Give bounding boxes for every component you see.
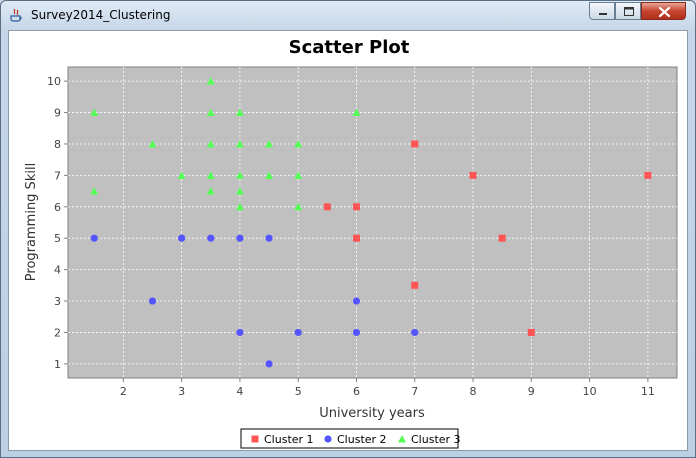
x-tick-label: 2 — [120, 385, 127, 398]
y-tick-label: 10 — [47, 75, 61, 88]
cluster-2-point — [294, 328, 302, 337]
cluster-1-point — [498, 234, 506, 242]
y-tick-label: 4 — [54, 264, 61, 277]
cluster-1-point — [352, 234, 360, 242]
window-title: Survey2014_Clustering — [31, 8, 171, 22]
close-button[interactable] — [641, 2, 686, 20]
cluster-2-point — [178, 234, 186, 242]
y-tick-label: 2 — [54, 326, 61, 339]
cluster-1-point — [644, 171, 652, 179]
plot-area — [67, 66, 678, 379]
java-app-icon — [10, 8, 22, 22]
x-tick-label: 3 — [178, 385, 185, 398]
legend-cluster-2-marker — [324, 435, 332, 443]
cluster-2-point — [236, 328, 244, 337]
maximize-button[interactable] — [615, 2, 641, 20]
cluster-3-point — [148, 139, 157, 148]
x-axis-label: University years — [319, 406, 425, 421]
chart-title: Scatter Plot — [289, 37, 410, 58]
cluster-3-point — [90, 108, 99, 117]
legend-cluster-3-marker — [398, 435, 406, 443]
x-tick-label: 4 — [236, 385, 243, 398]
cluster-2-point — [90, 234, 98, 242]
cluster-3-point — [265, 171, 274, 179]
cluster-3-point — [206, 77, 215, 85]
cluster-3-point — [235, 202, 244, 211]
data-points — [90, 77, 652, 368]
x-tick-label: 7 — [411, 385, 418, 398]
x-tick-label: 8 — [470, 385, 477, 398]
cluster-3-point — [177, 171, 186, 179]
x-tick-label: 11 — [641, 385, 655, 398]
y-tick-label: 7 — [54, 169, 61, 182]
legend-cluster-2-label: Cluster 2 — [337, 433, 387, 446]
cluster-1-point — [469, 171, 477, 179]
legend-cluster-1-label: Cluster 1 — [264, 433, 314, 446]
cluster-3-point — [352, 108, 361, 117]
cluster-2-point — [207, 234, 215, 242]
minimize-icon — [599, 13, 607, 15]
cluster-3-point — [90, 187, 99, 195]
legend-cluster-3-label: Cluster 3 — [411, 433, 461, 446]
x-tick-label: 6 — [353, 385, 360, 398]
cluster-1-point — [411, 281, 419, 289]
cluster-1-point — [411, 140, 419, 148]
y-tick-label: 9 — [54, 107, 61, 120]
chart-panel: Scatter Plot 2 3 4 5 6 7 8 9 10 11 1 2 3 4 5 6 7 8 9 10 Un… — [8, 30, 688, 451]
cluster-2-point — [236, 234, 244, 242]
cluster-3-point — [294, 202, 303, 211]
legend-box — [240, 428, 459, 449]
cluster-3-point — [265, 139, 274, 148]
y-tick-label: 6 — [54, 201, 61, 214]
cluster-3-point — [206, 139, 215, 148]
maximize-icon — [624, 7, 634, 16]
y-tick-label: 5 — [54, 232, 61, 245]
minimize-button[interactable] — [589, 2, 615, 20]
y-tick-label: 1 — [54, 358, 61, 371]
cluster-2-point — [352, 297, 361, 305]
cluster-1-point — [527, 328, 535, 336]
grid-lines — [68, 67, 677, 378]
legend-cluster-1-marker — [251, 435, 259, 443]
y-axis: 1 2 3 4 5 6 7 8 9 10 — [47, 75, 68, 371]
cluster-2-point — [148, 297, 157, 305]
cluster-1-point — [352, 203, 360, 211]
x-tick-label: 10 — [583, 385, 597, 398]
cluster-3-point — [294, 139, 303, 148]
cluster-3-point — [235, 171, 244, 179]
y-axis-label: Programming Skill — [24, 163, 39, 281]
y-tick-label: 8 — [54, 138, 61, 151]
x-tick-label: 9 — [528, 385, 535, 398]
x-tick-label: 5 — [295, 385, 302, 398]
cluster-1-point — [323, 203, 331, 211]
cluster-3-point — [206, 187, 215, 195]
legend: Cluster 1 Cluster 2 Cluster 3 — [240, 428, 461, 449]
cluster-3-point — [206, 108, 215, 117]
close-icon — [658, 6, 671, 18]
cluster-3-point — [235, 139, 244, 148]
cluster-3-point — [294, 171, 303, 179]
cluster-3-point — [235, 108, 244, 117]
cluster-3-point — [206, 171, 215, 179]
y-tick-label: 3 — [54, 295, 61, 308]
x-axis: 2 3 4 5 6 7 8 9 10 11 — [120, 378, 655, 398]
title-bar[interactable]: Survey2014_Clustering — [1, 1, 695, 29]
cluster-3-point — [235, 187, 244, 195]
cluster-2-point — [352, 328, 361, 337]
cluster-2-point — [411, 328, 419, 337]
cluster-2-point — [265, 360, 273, 368]
cluster-2-point — [265, 234, 273, 242]
